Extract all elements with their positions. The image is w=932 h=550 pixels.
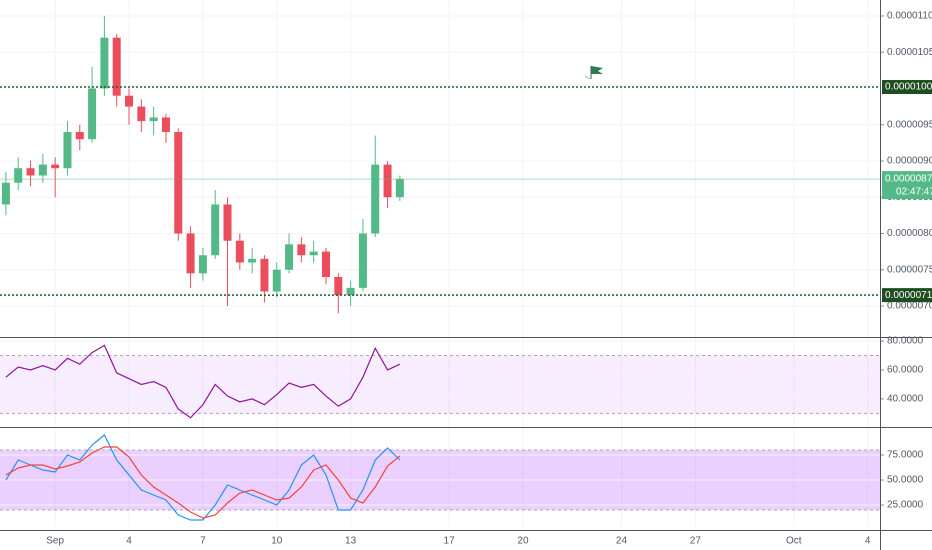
x-tick-label: 7 xyxy=(200,536,206,547)
candle-body xyxy=(88,88,97,140)
x-tick-label: 17 xyxy=(444,536,456,547)
x-tick-label: Oct xyxy=(786,536,802,547)
candle-body xyxy=(272,269,281,292)
candle-body xyxy=(1,182,10,205)
y-tick-label: 80.0000 xyxy=(887,336,924,347)
y-tick-label: 75.0000 xyxy=(887,450,924,461)
candle-body xyxy=(137,106,146,122)
level-box xyxy=(882,80,932,95)
candle-body xyxy=(395,179,404,198)
candle-body xyxy=(260,258,269,292)
candle-body xyxy=(149,117,158,122)
y-tick-label: 25.0000 xyxy=(887,500,924,511)
candle-body xyxy=(125,95,134,107)
candle-body xyxy=(75,131,84,140)
candle-body xyxy=(38,164,47,176)
y-tick-label: 40.0000 xyxy=(887,394,924,405)
y-tick-label: 50.0000 xyxy=(887,475,924,486)
candle-body xyxy=(371,164,380,234)
x-tick-label: 10 xyxy=(271,536,283,547)
candle-body xyxy=(358,233,367,288)
current-price-label: 0.00000875 xyxy=(885,174,932,185)
candle-body xyxy=(100,37,109,89)
y-tick-label: 60.0000 xyxy=(887,365,924,376)
candle-body xyxy=(112,37,121,96)
x-tick-label: 24 xyxy=(616,536,628,547)
candle-body xyxy=(235,240,244,263)
band-fill xyxy=(0,355,880,414)
candle-body xyxy=(346,287,355,296)
candle-body xyxy=(223,204,232,241)
level-label: 0.00000715 xyxy=(885,290,932,301)
current-price-box xyxy=(882,171,932,200)
candle-body xyxy=(161,117,170,132)
candle-body xyxy=(248,258,257,263)
candle-body xyxy=(285,244,294,270)
candle-body xyxy=(309,251,318,256)
candle-body xyxy=(297,244,306,256)
candle-body xyxy=(14,168,23,183)
x-tick-label: Sep xyxy=(46,536,64,547)
x-tick-label: 27 xyxy=(690,536,702,547)
flag-marker xyxy=(584,66,603,80)
candle-body xyxy=(174,131,183,234)
candle-body xyxy=(334,276,343,296)
countdown-label: 02:47:47 xyxy=(896,187,932,198)
level-label: 0.00001002 xyxy=(885,82,932,93)
level-box xyxy=(882,288,932,303)
indicator-line xyxy=(5,434,401,521)
candle-body xyxy=(63,131,72,169)
candle-body xyxy=(26,168,35,176)
candle-body xyxy=(186,233,195,274)
x-tick-label: 20 xyxy=(517,536,529,547)
x-tick-label: 13 xyxy=(345,536,357,547)
indicator-line xyxy=(5,344,401,419)
candle-body xyxy=(321,251,330,277)
candle-body xyxy=(211,204,220,256)
x-tick-label: 4 xyxy=(126,536,132,547)
candle-body xyxy=(383,164,392,198)
candle-body xyxy=(51,164,60,169)
x-tick-label: 4 xyxy=(865,536,871,547)
candle-body xyxy=(198,255,207,274)
indicator-line xyxy=(5,446,401,519)
